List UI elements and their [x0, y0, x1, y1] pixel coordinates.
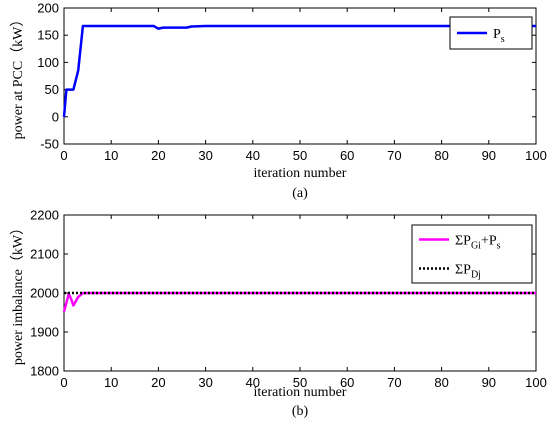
x-tick-label: 90 [482, 375, 496, 390]
x-tick-label: 100 [525, 148, 547, 163]
x-tick-label: 50 [293, 375, 307, 390]
figure-caption: (a) [292, 186, 308, 201]
y-tick-label: 150 [37, 28, 59, 43]
x-tick-label: 40 [246, 375, 260, 390]
x-tick-label: 0 [60, 375, 67, 390]
chart-panel-0: 0 10 20 30 40 50 60 70 80 90 100-50050100150200ite… [10, 1, 547, 202]
x-tick-label: 10 [104, 375, 118, 390]
x-tick-label: 20 [151, 148, 165, 163]
legend: Ps [449, 16, 533, 50]
legend-name: ΣP [455, 234, 471, 249]
y-tick-label: 2100 [30, 247, 59, 262]
x-tick-label: 70 [387, 375, 401, 390]
legend-name-sub: Dj [471, 270, 481, 281]
y-axis-label: power at PCC（kW） [10, 13, 26, 140]
x-tick-label: 10 [104, 148, 118, 163]
y-tick-label: -50 [40, 137, 59, 152]
x-tick-label: 50 [293, 148, 307, 163]
legend-entry-0: ΣPGi+Ps [455, 234, 501, 252]
legend-name-sub: s [501, 34, 505, 45]
x-tick-label: 70 [387, 148, 401, 163]
legend-name-sub: Gi [471, 241, 481, 252]
x-tick-label: 90 [482, 148, 496, 163]
y-tick-label: 50 [45, 82, 59, 97]
y-tick-label: 100 [37, 55, 59, 70]
y-tick-label: 1900 [30, 325, 59, 340]
y-tick-label: 200 [37, 1, 59, 16]
legend-entry-1: ΣPDj [455, 263, 481, 281]
x-tick-label: 80 [434, 375, 448, 390]
x-tick-label: 80 [434, 148, 448, 163]
x-tick-label: 100 [525, 375, 547, 390]
x-tick-label: 30 [198, 148, 212, 163]
x-tick-label: 20 [151, 375, 165, 390]
y-tick-label: 2000 [30, 286, 59, 301]
legend-name: ΣP [455, 263, 471, 278]
x-tick-label: 60 [340, 375, 354, 390]
y-tick-label: 1800 [30, 364, 59, 379]
legend-name: P [493, 27, 501, 42]
figure-caption: (b) [292, 404, 309, 419]
legend-name-suffix-sub: s [497, 241, 501, 252]
y-axis-label: power imbalance（kW） [10, 221, 26, 365]
x-axis-label: iteration number [254, 385, 347, 400]
y-tick-label: 0 [52, 109, 59, 124]
x-tick-label: 40 [246, 148, 260, 163]
y-tick-label: 2200 [30, 208, 59, 223]
legend-entry-0: Ps [493, 27, 505, 45]
chart-panel-1: 0 10 20 30 40 50 60 70 80 90 100 1800 1900 2000 2100 22… [10, 208, 547, 420]
legend-box [411, 224, 533, 284]
x-tick-label: 0 [60, 148, 67, 163]
series-line-0 [62, 24, 536, 117]
legend-name-suffix: +P [481, 234, 497, 249]
x-tick-label: 30 [198, 375, 212, 390]
x-tick-label: 60 [340, 148, 354, 163]
x-axis-label: iteration number [254, 166, 347, 181]
